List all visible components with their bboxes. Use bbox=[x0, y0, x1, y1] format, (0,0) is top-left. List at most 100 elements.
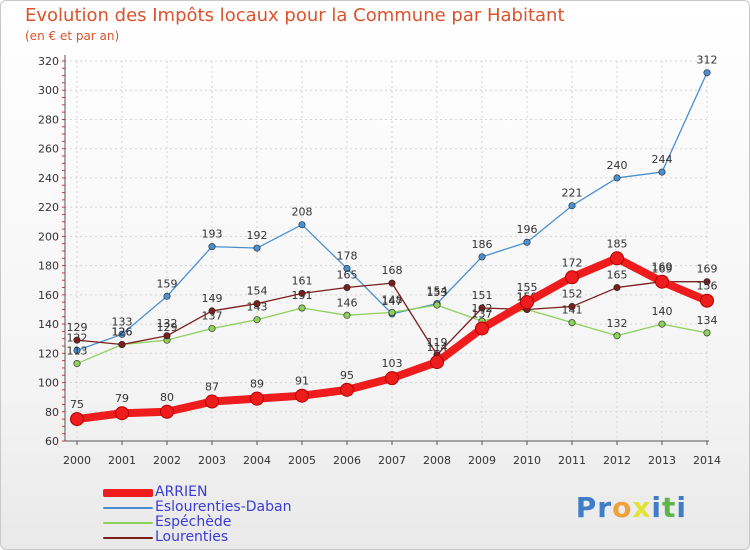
data-point-arrien bbox=[295, 388, 309, 403]
y-tick-label: 300 bbox=[38, 84, 59, 97]
data-point-arrien bbox=[205, 394, 219, 409]
x-tick-label: 2005 bbox=[288, 454, 316, 467]
data-point-lourenties bbox=[253, 300, 261, 308]
data-label-arrien: 169 bbox=[652, 261, 673, 274]
x-tick-label: 2000 bbox=[63, 454, 91, 467]
data-point-eslourenties-daban bbox=[523, 238, 531, 246]
data-point-eslourenties-daban bbox=[163, 292, 171, 300]
y-tick-label: 260 bbox=[38, 143, 59, 156]
data-point-arrien bbox=[385, 371, 399, 386]
data-point-arrien bbox=[610, 251, 624, 266]
data-label-lourenties: 169 bbox=[697, 263, 718, 276]
data-label-esp-ch-de: 134 bbox=[697, 314, 718, 327]
y-tick-label: 280 bbox=[38, 113, 59, 126]
data-label-eslourenties-daban: 244 bbox=[652, 153, 673, 166]
data-point-lourenties bbox=[343, 284, 351, 292]
y-tick-label: 140 bbox=[38, 318, 59, 331]
data-label-lourenties: 165 bbox=[337, 269, 358, 282]
x-tick-label: 2012 bbox=[603, 454, 631, 467]
data-label-arrien: 155 bbox=[517, 281, 538, 294]
legend-swatch bbox=[103, 537, 153, 539]
data-label-eslourenties-daban: 208 bbox=[292, 206, 313, 219]
data-point-lourenties bbox=[298, 289, 306, 297]
data-point-eslourenties-daban bbox=[298, 221, 306, 229]
data-label-eslourenties-daban: 186 bbox=[472, 238, 493, 251]
y-tick-label: 220 bbox=[38, 201, 59, 214]
data-label-lourenties: 129 bbox=[67, 321, 88, 334]
data-point-lourenties bbox=[568, 303, 576, 311]
data-label-esp-ch-de: 126 bbox=[112, 326, 133, 339]
data-label-eslourenties-daban: 147 bbox=[382, 295, 403, 308]
x-tick-label: 2009 bbox=[468, 454, 496, 467]
data-point-arrien bbox=[340, 382, 354, 397]
data-point-arrien bbox=[250, 391, 264, 406]
y-tick-label: 160 bbox=[38, 289, 59, 302]
data-label-lourenties: 169 bbox=[652, 263, 673, 276]
data-label-eslourenties-daban: 159 bbox=[157, 277, 178, 290]
data-label-lourenties: 161 bbox=[292, 274, 313, 287]
data-label-arrien: 91 bbox=[295, 375, 309, 388]
data-point-esp-ch-de bbox=[388, 308, 396, 316]
data-label-arrien: 172 bbox=[562, 256, 583, 269]
data-point-lourenties bbox=[208, 307, 216, 315]
data-point-esp-ch-de bbox=[253, 316, 261, 324]
data-point-arrien bbox=[655, 274, 669, 289]
data-label-arrien: 79 bbox=[115, 392, 129, 405]
x-tick-label: 2008 bbox=[423, 454, 451, 467]
data-point-esp-ch-de bbox=[658, 320, 666, 328]
data-point-lourenties bbox=[118, 341, 126, 349]
data-point-eslourenties-daban bbox=[658, 168, 666, 176]
data-label-arrien: 137 bbox=[472, 307, 493, 320]
data-label-esp-ch-de: 148 bbox=[382, 293, 403, 306]
data-point-esp-ch-de bbox=[298, 304, 306, 312]
data-label-lourenties: 154 bbox=[247, 285, 268, 298]
data-point-arrien bbox=[520, 295, 534, 310]
data-label-esp-ch-de: 140 bbox=[652, 305, 673, 318]
data-point-esp-ch-de bbox=[343, 311, 351, 319]
data-label-esp-ch-de: 132 bbox=[607, 317, 628, 330]
data-point-arrien bbox=[700, 293, 714, 308]
data-point-eslourenties-daban bbox=[703, 69, 711, 77]
x-tick-label: 2007 bbox=[378, 454, 406, 467]
data-point-eslourenties-daban bbox=[343, 265, 351, 273]
x-tick-label: 2001 bbox=[108, 454, 136, 467]
data-label-eslourenties-daban: 192 bbox=[247, 229, 268, 242]
data-label-arrien: 114 bbox=[427, 341, 448, 354]
y-tick-label: 240 bbox=[38, 172, 59, 185]
x-tick-label: 2003 bbox=[198, 454, 226, 467]
data-point-eslourenties-daban bbox=[73, 346, 81, 354]
data-label-lourenties: 119 bbox=[427, 336, 448, 349]
data-point-eslourenties-daban bbox=[568, 202, 576, 210]
data-point-eslourenties-daban bbox=[253, 244, 261, 252]
x-tick-label: 2002 bbox=[153, 454, 181, 467]
data-point-lourenties bbox=[163, 332, 171, 340]
data-point-lourenties bbox=[703, 278, 711, 286]
data-label-lourenties: 165 bbox=[607, 269, 628, 282]
x-tick-label: 2014 bbox=[693, 454, 721, 467]
data-point-lourenties bbox=[388, 279, 396, 287]
legend-swatch bbox=[103, 489, 153, 497]
legend-label: Espéchède bbox=[155, 514, 232, 530]
data-point-arrien bbox=[475, 321, 489, 336]
data-label-arrien: 103 bbox=[382, 357, 403, 370]
data-point-esp-ch-de bbox=[703, 329, 711, 337]
data-label-arrien: 95 bbox=[340, 369, 354, 382]
data-point-arrien bbox=[160, 404, 174, 419]
legend-label: Lourenties bbox=[155, 529, 229, 545]
data-label-lourenties: 126 bbox=[112, 326, 133, 339]
data-label-eslourenties-daban: 240 bbox=[607, 159, 628, 172]
data-point-esp-ch-de bbox=[568, 319, 576, 327]
data-label-arrien: 89 bbox=[250, 378, 264, 391]
data-label-arrien: 75 bbox=[70, 398, 84, 411]
data-point-eslourenties-daban bbox=[118, 330, 126, 338]
y-tick-label: 100 bbox=[38, 377, 59, 390]
data-point-lourenties bbox=[613, 284, 621, 292]
data-label-eslourenties-daban: 178 bbox=[337, 250, 358, 263]
data-label-esp-ch-de: 153 bbox=[427, 286, 448, 299]
y-tick-label: 120 bbox=[38, 347, 59, 360]
data-label-eslourenties-daban: 154 bbox=[427, 285, 448, 298]
data-label-eslourenties-daban: 196 bbox=[517, 223, 538, 236]
x-tick-label: 2004 bbox=[243, 454, 271, 467]
legend-label: ARRIEN bbox=[155, 484, 208, 500]
